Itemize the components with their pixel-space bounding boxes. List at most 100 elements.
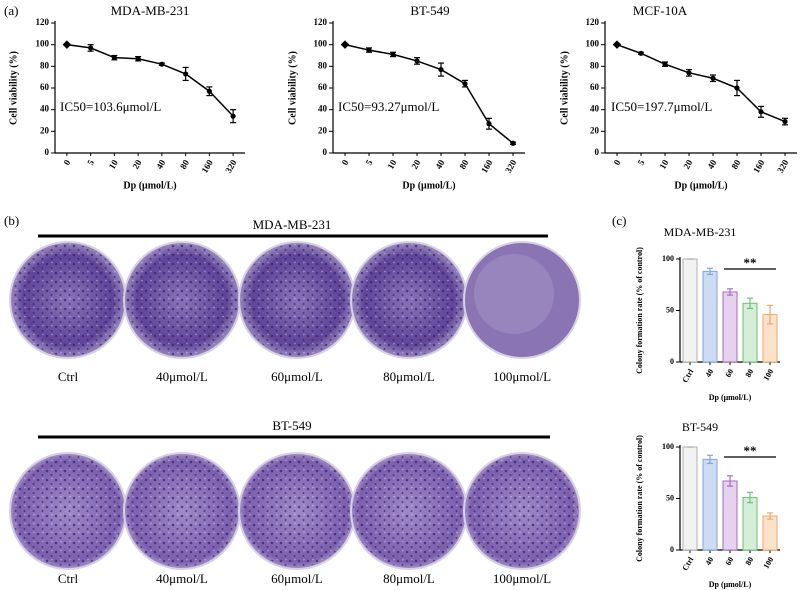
y-tick-label: 100	[662, 254, 674, 263]
bar	[722, 480, 738, 551]
chart-title: MDA-MB-231	[111, 3, 190, 18]
point	[230, 113, 236, 119]
x-tick-label: Ctrl	[680, 555, 695, 572]
chart-title: MDA-MB-231	[664, 225, 737, 239]
y-tick-label: 100	[586, 39, 600, 49]
plate-label: Ctrl	[58, 571, 79, 586]
bar	[682, 258, 698, 363]
x-tick-label: 40	[433, 158, 446, 171]
panel-label: (b)	[4, 213, 19, 228]
point	[710, 75, 716, 81]
x-axis-label: Dp (μmol/L)	[709, 580, 752, 589]
x-tick-label: 100	[762, 367, 776, 382]
y-tick-label: 100	[36, 39, 50, 49]
y-tick-label: 80	[318, 60, 328, 70]
x-tick-label: 80	[744, 367, 756, 378]
panel-label: (a)	[4, 3, 18, 18]
well-colonies	[126, 244, 238, 356]
x-tick-label: 320	[223, 158, 239, 175]
well-colonies	[12, 244, 124, 356]
x-tick-label: 10	[385, 158, 398, 171]
y-tick-label: 60	[590, 82, 600, 92]
point	[662, 61, 668, 67]
bar	[742, 496, 758, 551]
panel-label: (c)	[612, 213, 626, 228]
x-axis-label: Dp (μmol/L)	[674, 180, 727, 191]
plate-title: MDA-MB-231	[253, 217, 332, 232]
bar	[762, 515, 778, 551]
y-tick-label: 120	[586, 17, 600, 27]
x-axis-label: Dp (μmol/L)	[123, 180, 176, 191]
y-tick-label: 100	[314, 39, 328, 49]
point	[782, 118, 788, 125]
y-tick-label: 40	[318, 104, 328, 114]
x-tick-label: 0	[612, 158, 623, 167]
bar	[722, 291, 738, 363]
point	[62, 40, 72, 49]
point	[486, 121, 492, 127]
well-colonies	[353, 455, 465, 567]
x-tick-label: 160	[199, 158, 215, 175]
y-tick-label: 0	[670, 545, 674, 554]
y-tick-label: 0	[670, 357, 674, 366]
x-tick-label: 5	[636, 158, 647, 167]
chart-title: BT-549	[410, 3, 449, 18]
point	[183, 71, 189, 77]
y-tick-label: 40	[590, 104, 600, 114]
x-tick-label: 0	[340, 158, 351, 167]
point	[135, 56, 141, 62]
point	[159, 61, 165, 67]
point	[340, 40, 350, 49]
annotation: **	[744, 443, 757, 458]
point	[686, 70, 692, 76]
x-axis-label: Dp (μmol/L)	[402, 180, 455, 191]
point	[638, 50, 644, 56]
bar	[682, 446, 698, 551]
well-colonies	[126, 455, 238, 567]
x-tick-label: 40	[705, 158, 718, 171]
y-tick-label: 60	[40, 82, 50, 92]
x-tick-label: 40	[704, 367, 716, 378]
x-tick-label: 40	[154, 158, 167, 171]
y-axis-label: Cell viability (%)	[559, 51, 570, 125]
plate-label: 60μmol/L	[271, 571, 323, 586]
plate-label: 80μmol/L	[383, 369, 435, 384]
x-tick-label: 320	[503, 158, 519, 175]
x-tick-label: 40	[704, 555, 716, 566]
plate-label: 40μmol/L	[156, 571, 208, 586]
y-tick-label: 40	[40, 104, 50, 114]
point	[612, 40, 622, 49]
well-sheen	[474, 254, 554, 334]
x-tick-label: 0	[61, 158, 72, 167]
y-tick-label: 0	[595, 147, 600, 157]
y-axis-label: Colony formation rate (% of control)	[635, 435, 644, 562]
y-axis-label: Cell viability (%)	[8, 51, 19, 125]
well-colonies	[353, 244, 465, 356]
x-tick-label: 5	[85, 158, 96, 167]
point	[414, 58, 420, 64]
annotation: IC50=197.7μmol/L	[611, 99, 712, 114]
x-tick-label: 10	[657, 158, 670, 171]
x-tick-label: 80	[178, 158, 191, 171]
plate-label: Ctrl	[58, 369, 79, 384]
line	[616, 43, 786, 123]
point	[758, 109, 764, 115]
x-tick-label: 80	[729, 158, 742, 171]
point	[206, 88, 212, 94]
bar	[702, 270, 718, 363]
point	[390, 51, 396, 58]
y-tick-label: 60	[318, 82, 328, 92]
point	[438, 66, 444, 73]
point	[510, 140, 516, 146]
plate-label: 60μmol/L	[271, 369, 323, 384]
x-tick-label: 160	[479, 158, 495, 175]
point	[462, 81, 468, 87]
y-tick-label: 100	[662, 442, 674, 451]
point	[366, 47, 372, 53]
x-tick-label: 60	[724, 367, 736, 378]
y-tick-label: 20	[590, 125, 600, 135]
x-tick-label: 10	[107, 158, 120, 171]
plate-label: 100μmol/L	[493, 571, 551, 586]
y-tick-label: 120	[314, 17, 328, 27]
x-tick-label: 80	[457, 158, 470, 171]
